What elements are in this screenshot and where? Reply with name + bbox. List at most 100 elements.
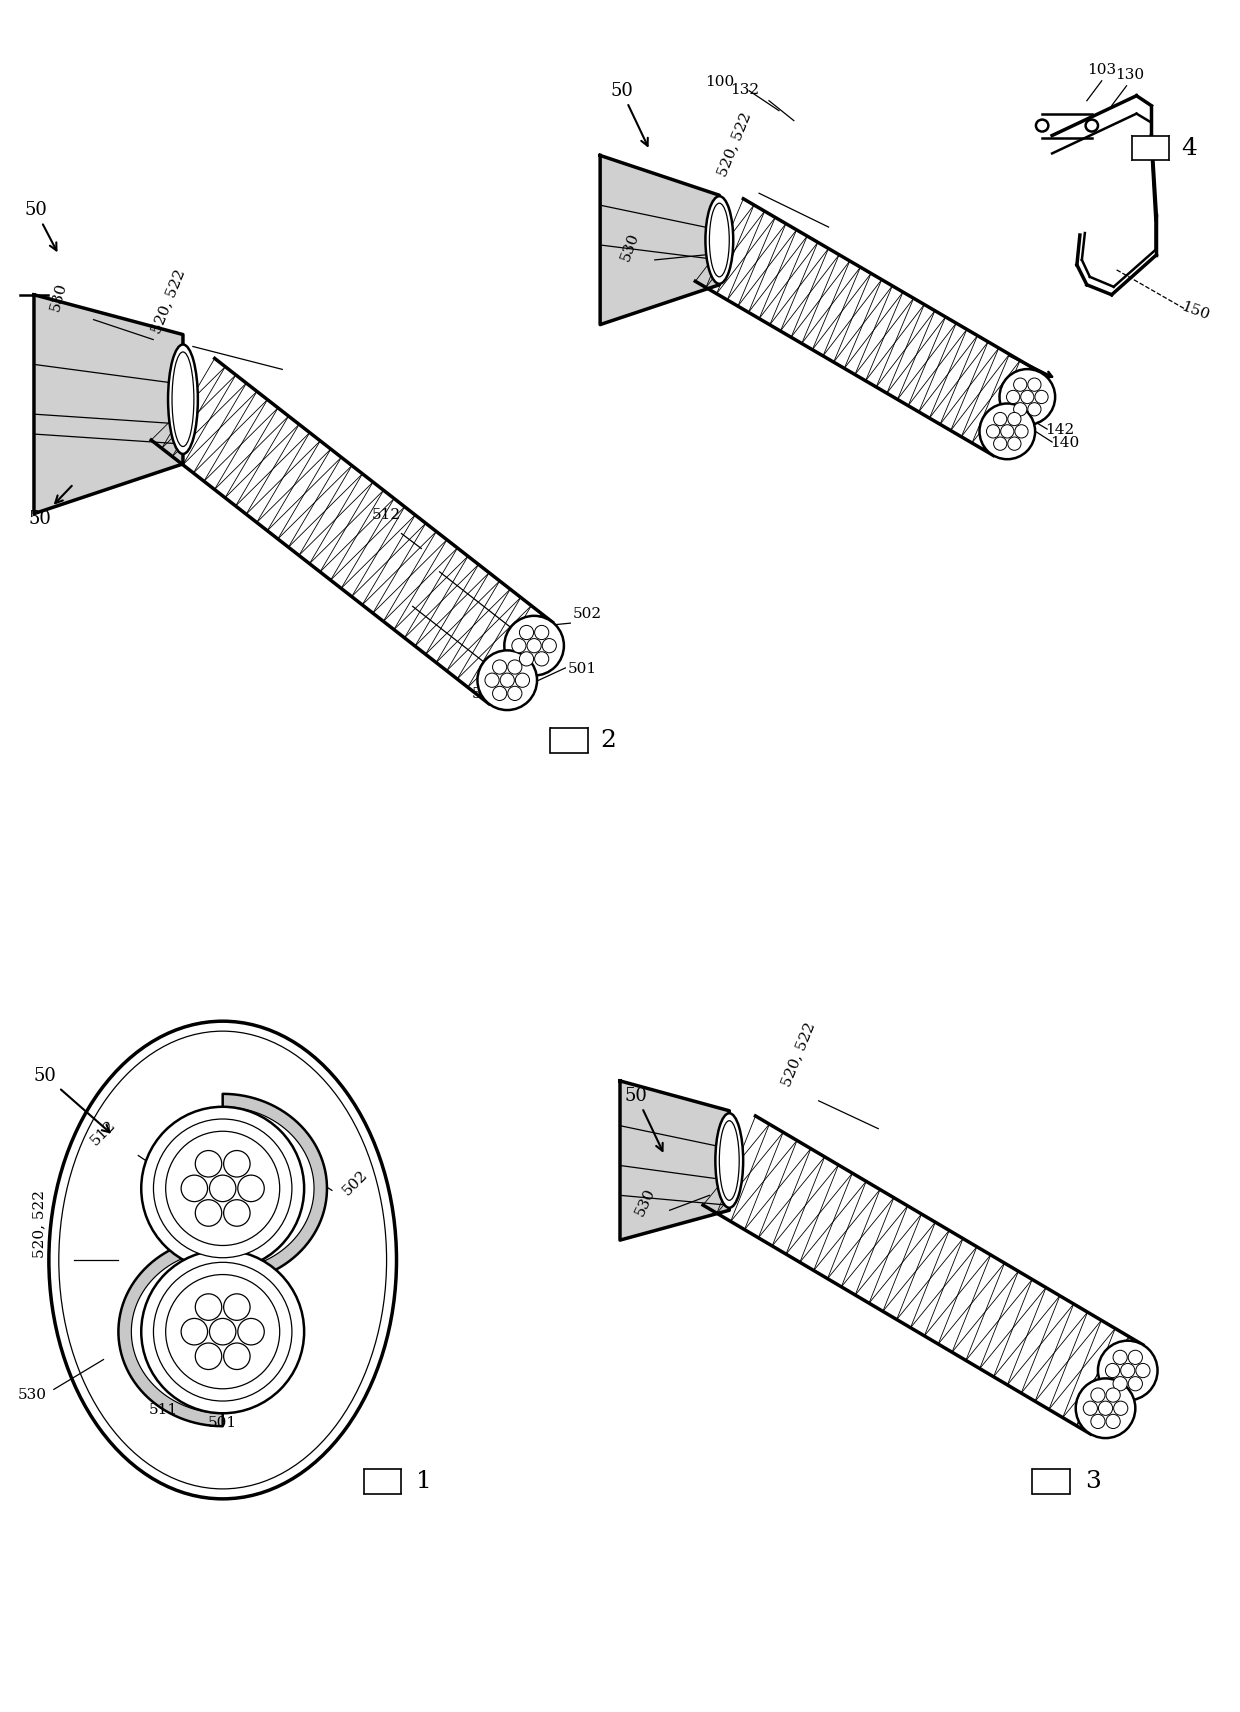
Polygon shape: [119, 1094, 327, 1426]
Circle shape: [1097, 1340, 1157, 1400]
Circle shape: [141, 1106, 304, 1270]
Circle shape: [1076, 1378, 1136, 1438]
Text: 520, 522: 520, 522: [715, 110, 754, 178]
Circle shape: [195, 1150, 222, 1178]
Polygon shape: [33, 294, 184, 514]
Text: 502: 502: [573, 608, 601, 621]
Circle shape: [1007, 390, 1019, 404]
Circle shape: [210, 1318, 236, 1346]
Circle shape: [505, 616, 564, 676]
Circle shape: [1121, 1363, 1135, 1378]
Text: 50: 50: [610, 82, 647, 146]
Circle shape: [166, 1132, 280, 1246]
Text: 512: 512: [372, 508, 402, 522]
Circle shape: [1013, 378, 1027, 392]
Circle shape: [1028, 402, 1042, 416]
Polygon shape: [620, 1080, 729, 1239]
Circle shape: [485, 673, 500, 687]
Circle shape: [1028, 378, 1042, 392]
Ellipse shape: [48, 1020, 397, 1498]
Circle shape: [238, 1174, 264, 1202]
Circle shape: [1008, 437, 1021, 450]
Circle shape: [1091, 1388, 1105, 1402]
Polygon shape: [131, 1106, 314, 1414]
Circle shape: [507, 687, 522, 700]
Circle shape: [1001, 425, 1014, 438]
Bar: [363, 1469, 402, 1495]
Circle shape: [223, 1294, 250, 1320]
Text: 501: 501: [208, 1416, 237, 1430]
Text: 530: 530: [17, 1388, 46, 1402]
Circle shape: [1021, 390, 1034, 404]
Bar: [1032, 1469, 1070, 1495]
Circle shape: [195, 1294, 222, 1320]
Text: 3: 3: [1085, 1471, 1101, 1493]
Text: 50: 50: [625, 1087, 662, 1150]
Circle shape: [1128, 1351, 1142, 1364]
Polygon shape: [600, 156, 719, 325]
Circle shape: [980, 404, 1035, 459]
Circle shape: [527, 639, 541, 652]
Text: 2: 2: [600, 729, 616, 752]
Text: 4: 4: [1182, 137, 1197, 159]
Circle shape: [210, 1174, 236, 1202]
Circle shape: [993, 413, 1007, 426]
Circle shape: [1114, 1400, 1128, 1416]
Bar: [1132, 135, 1169, 161]
Circle shape: [520, 625, 533, 640]
Circle shape: [1099, 1400, 1112, 1416]
Circle shape: [1106, 1414, 1120, 1428]
Circle shape: [516, 673, 529, 687]
Circle shape: [195, 1200, 222, 1226]
Circle shape: [534, 652, 549, 666]
Ellipse shape: [709, 204, 729, 277]
Circle shape: [1128, 1376, 1142, 1390]
Circle shape: [999, 370, 1055, 425]
Circle shape: [993, 437, 1007, 450]
Circle shape: [1106, 1388, 1120, 1402]
Circle shape: [1035, 390, 1048, 404]
Ellipse shape: [706, 197, 733, 284]
Circle shape: [1136, 1363, 1149, 1378]
Circle shape: [154, 1262, 291, 1400]
Text: 130: 130: [1115, 68, 1145, 82]
Text: 520, 522: 520, 522: [780, 1020, 818, 1089]
Text: 520, 522: 520, 522: [149, 267, 187, 336]
Circle shape: [987, 425, 999, 438]
Circle shape: [141, 1250, 304, 1414]
Circle shape: [181, 1174, 207, 1202]
Circle shape: [195, 1342, 222, 1370]
Text: 132: 132: [730, 82, 759, 98]
Circle shape: [520, 652, 533, 666]
Circle shape: [238, 1318, 264, 1346]
Ellipse shape: [719, 1121, 739, 1200]
Ellipse shape: [1035, 120, 1048, 132]
Circle shape: [1105, 1363, 1120, 1378]
Circle shape: [1114, 1376, 1127, 1390]
Text: 100: 100: [706, 75, 734, 89]
Text: 502: 502: [340, 1168, 371, 1198]
Circle shape: [500, 673, 515, 687]
Text: 530: 530: [632, 1186, 657, 1219]
Text: 530: 530: [48, 281, 69, 313]
Ellipse shape: [1085, 120, 1097, 132]
Circle shape: [223, 1342, 250, 1370]
Circle shape: [166, 1274, 280, 1388]
Text: 50: 50: [33, 1067, 109, 1132]
Circle shape: [1084, 1400, 1097, 1416]
Circle shape: [477, 651, 537, 710]
Text: 103: 103: [1087, 63, 1116, 77]
Circle shape: [154, 1120, 291, 1258]
Text: 142: 142: [1045, 423, 1074, 437]
Circle shape: [542, 639, 557, 652]
Circle shape: [1008, 413, 1021, 426]
Text: 520, 522: 520, 522: [32, 1190, 46, 1258]
Text: 50: 50: [29, 486, 72, 527]
Circle shape: [492, 687, 507, 700]
Circle shape: [1014, 425, 1028, 438]
Circle shape: [223, 1150, 250, 1178]
Text: 50: 50: [24, 200, 57, 250]
Text: 150: 150: [1179, 300, 1211, 322]
Text: 511: 511: [149, 1404, 177, 1418]
Circle shape: [507, 659, 522, 675]
